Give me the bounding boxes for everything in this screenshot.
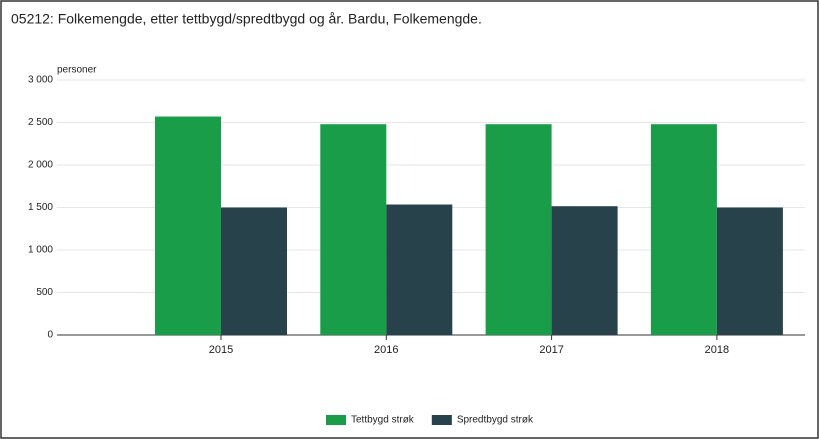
bar (386, 204, 453, 335)
y-tick-label: 1 500 (28, 202, 53, 213)
y-axis-label: personer (57, 65, 97, 76)
legend-label: Spredtbygd strøk (457, 415, 534, 426)
bar (320, 124, 387, 335)
bar (485, 124, 552, 335)
x-tick-label: 2016 (374, 344, 398, 356)
legend-swatch (431, 415, 452, 425)
bar (221, 207, 287, 335)
y-tick-label: 2 000 (28, 160, 53, 171)
bar (155, 116, 221, 335)
x-tick-label: 2017 (539, 344, 563, 356)
y-tick-label: 1 000 (28, 245, 53, 256)
y-tick-label: 2 500 (28, 117, 53, 128)
x-tick-label: 2015 (209, 344, 233, 356)
y-tick-label: 3 000 (28, 75, 53, 86)
legend-label: Tettbygd strøk (351, 415, 415, 426)
legend-swatch (326, 415, 346, 425)
y-tick-label: 0 (47, 330, 53, 341)
bar (716, 207, 783, 335)
y-tick-label: 500 (36, 287, 53, 298)
chart-title: 05212: Folkemengde, etter tettbygd/spred… (11, 11, 482, 27)
bar (551, 206, 618, 335)
x-tick-label: 2018 (705, 344, 729, 356)
bar (650, 124, 717, 335)
